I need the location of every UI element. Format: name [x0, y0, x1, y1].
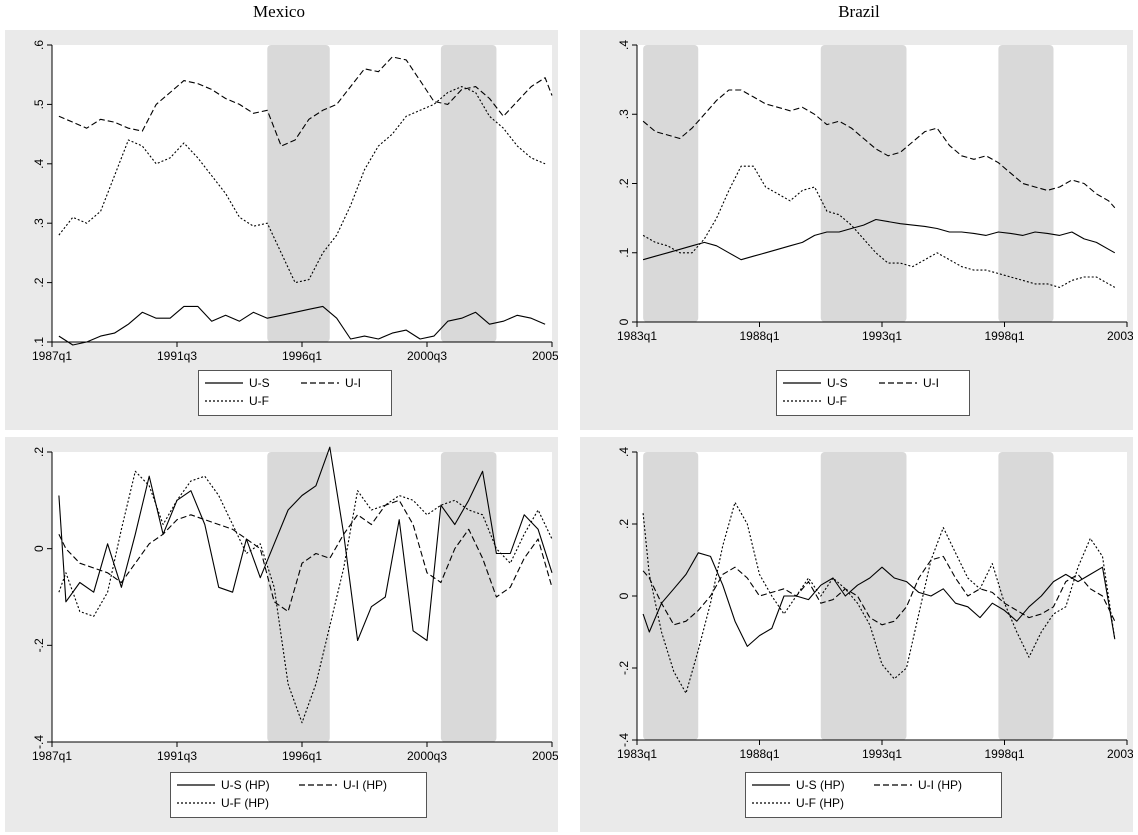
y-tick-label: .2 [617, 178, 631, 188]
legend-mexico-levels: U-S U-I U-F [198, 370, 392, 416]
legend-item-us-hp: U-S (HP) [177, 778, 270, 792]
chart-mexico-levels: .1 .2 .3 .4 .5 .6 1987q1 1991q3 1996q1 2000q3 2005… [5, 30, 558, 430]
y-tick-label: -.4 [32, 735, 46, 749]
legend-label-ui-hp: U-I (HP) [918, 778, 962, 792]
series-line-u-f [58, 86, 546, 284]
series-line-u-f-hp [642, 501, 1116, 694]
chart-brazil-hp: -.4 -.2 0 .2 .4 1983q1 1988q1 1993q1 1998q1 2003q… [580, 437, 1133, 832]
x-tick-label: 1993q1 [862, 329, 902, 343]
x-tick-label: 1996q1 [282, 749, 322, 763]
x-tick-label: 1993q1 [862, 747, 902, 761]
x-tick-label: 1988q1 [739, 329, 779, 343]
x-tick-label: 1988q1 [739, 747, 779, 761]
legend-label-us-hp: U-S (HP) [796, 778, 845, 792]
series-line-u-i-hp [642, 555, 1116, 626]
y-tick-label: .1 [617, 247, 631, 257]
x-tick-label: 1996q1 [282, 349, 322, 363]
legend-label-uf-hp: U-F (HP) [221, 796, 269, 810]
shaded-period-1 [267, 452, 330, 742]
x-tick-label: 1987q1 [32, 749, 72, 763]
legend-item-uf: U-F [205, 394, 269, 408]
legend-label-uf: U-F [249, 394, 269, 408]
y-tick-label: 0 [32, 545, 46, 552]
legend-item-us: U-S [205, 376, 270, 390]
legend-label-uf-hp: U-F (HP) [796, 796, 844, 810]
legend-mexico-hp: U-S (HP) U-I (HP) U-F (HP) [170, 772, 427, 818]
legend-brazil-hp: U-S (HP) U-I (HP) U-F (HP) [745, 772, 1002, 818]
series-line-u-s-hp [58, 446, 553, 642]
shaded-period-2 [820, 452, 907, 740]
series-line-u-s [58, 305, 546, 346]
shaded-period-1 [267, 45, 330, 342]
legend-item-uf-hp: U-F (HP) [177, 796, 269, 810]
y-tick-label: .2 [32, 277, 46, 287]
legend-item-ui-hp: U-I (HP) [299, 778, 387, 792]
shaded-period-2 [440, 45, 497, 342]
y-tick-label: .1 [32, 337, 46, 347]
series-line-u-i-hp [58, 499, 553, 613]
legend-item-ui: U-I [879, 376, 939, 390]
shaded-period-2 [440, 452, 497, 742]
y-tick-label: .2 [32, 447, 46, 457]
series-line-u-i [642, 89, 1116, 209]
x-tick-label: 1991q3 [157, 349, 197, 363]
x-tick-label: 1991q3 [157, 749, 197, 763]
y-tick-label: .3 [617, 109, 631, 119]
x-tick-label: 2000q3 [407, 349, 447, 363]
brazil-column-title: Brazil [838, 2, 880, 21]
legend-label-us: U-S [827, 376, 848, 390]
x-tick-label: 1998q1 [984, 747, 1024, 761]
y-tick-label: -.2 [32, 638, 46, 652]
plot-brazil-hp: -.4 -.2 0 .2 .4 1983q1 1988q1 1993q1 1998q1 2003q… [617, 447, 1133, 761]
y-tick-label: .4 [617, 447, 631, 457]
series-line-u-i [58, 56, 553, 147]
x-tick-label: 2003q1 [1107, 329, 1133, 343]
plot-brazil-levels: 0 .1 .2 .3 .4 1983q1 1988q1 1993q1 1998q1 2003q1 [617, 40, 1133, 343]
chart-mexico-hp: -.4-.20.21987q11991q31996q12000q32005q1 … [5, 437, 558, 832]
shaded-period-1 [643, 45, 699, 322]
legend-label-uf: U-F [827, 394, 847, 408]
x-tick-label: 2000q3 [407, 749, 447, 763]
shaded-period-3 [998, 45, 1054, 322]
plot-mexico-levels: .1 .2 .3 .4 .5 .6 1987q1 1991q3 1996q1 2000q3 2005… [32, 40, 558, 363]
y-tick-label: .4 [617, 40, 631, 50]
y-tick-label: 0 [617, 318, 631, 325]
x-tick-label: 2003q1 [1107, 747, 1133, 761]
x-tick-label: 2005q1 [532, 749, 558, 763]
legend-label-us-hp: U-S (HP) [221, 778, 270, 792]
series-line-u-s-hp [642, 552, 1116, 647]
x-tick-label: 1983q1 [617, 329, 657, 343]
y-tick-label: .2 [617, 519, 631, 529]
legend-label-ui: U-I [345, 376, 361, 390]
legend-label-us: U-S [249, 376, 270, 390]
series-line-u-s [642, 218, 1116, 261]
mexico-column-title: Mexico [253, 2, 305, 21]
shaded-period-3 [998, 452, 1054, 740]
y-tick-label: .4 [32, 158, 46, 168]
x-tick-label: 1983q1 [617, 747, 657, 761]
legend-item-us-hp: U-S (HP) [752, 778, 845, 792]
shaded-period-2 [820, 45, 907, 322]
y-tick-label: .3 [32, 218, 46, 228]
series-line-u-f-hp [58, 470, 553, 724]
y-tick-label: -.4 [617, 733, 631, 747]
legend-item-us: U-S [783, 376, 848, 390]
y-tick-label: .5 [32, 99, 46, 109]
x-tick-label: 1987q1 [32, 349, 72, 363]
plot-mexico-hp: -.4 -.2 0 .2 1987q1 1991q3 1996q1 2000q3 2005q1 [32, 446, 558, 763]
legend-label-ui: U-I [923, 376, 939, 390]
x-tick-label: 1998q1 [984, 329, 1024, 343]
shaded-period-1 [643, 452, 699, 740]
legend-item-ui: U-I [301, 376, 361, 390]
legend-label-ui-hp: U-I (HP) [343, 778, 387, 792]
chart-brazil-levels: 0.1.2.3.41983q11988q11993q11998q12003q1 … [580, 30, 1133, 430]
y-tick-label: 0 [617, 592, 631, 599]
legend-item-ui-hp: U-I (HP) [874, 778, 962, 792]
legend-item-uf-hp: U-F (HP) [752, 796, 844, 810]
y-tick-label: .6 [32, 40, 46, 50]
x-tick-label: 2005q1 [532, 349, 558, 363]
legend-brazil-levels: U-S U-I U-F [776, 370, 970, 416]
y-tick-label: -.2 [617, 661, 631, 675]
legend-item-uf: U-F [783, 394, 847, 408]
